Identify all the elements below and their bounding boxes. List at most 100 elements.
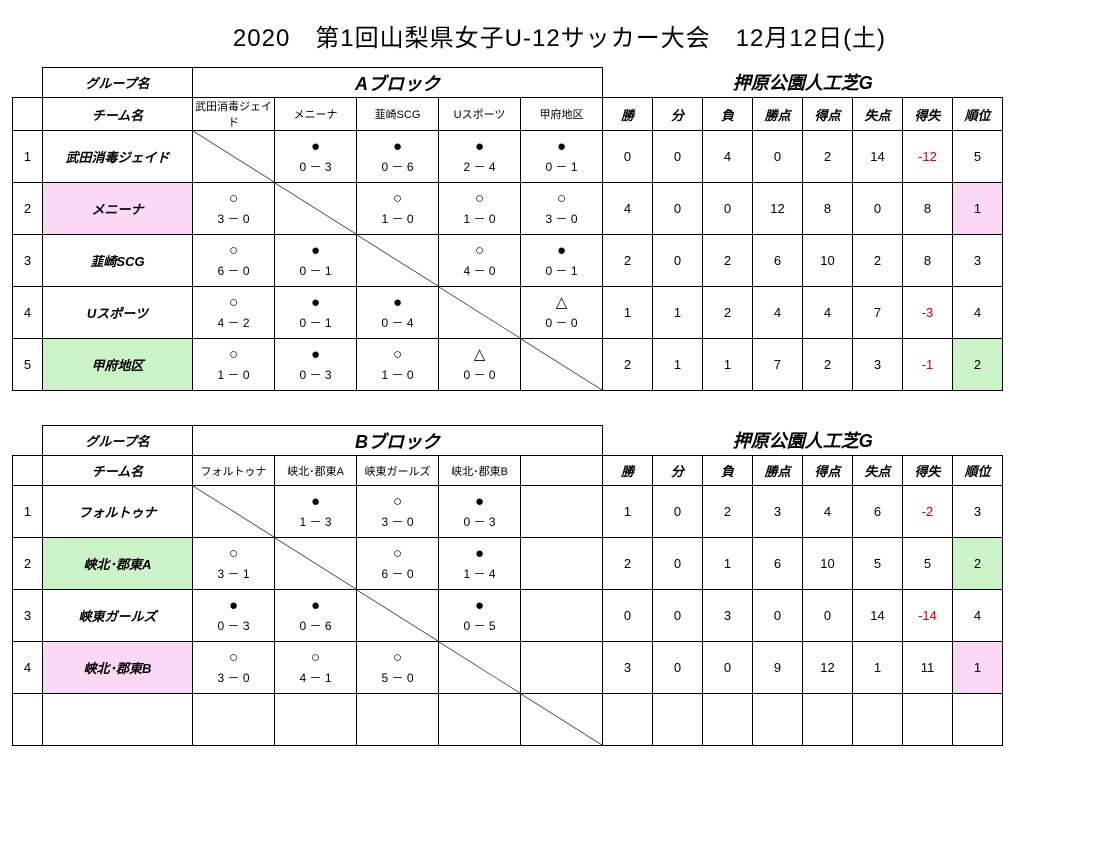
result-cell: ○5 － 0 (357, 642, 439, 694)
idx-header (13, 98, 43, 131)
stat-cell: 2 (603, 339, 653, 391)
result-cell: ○1 － 0 (439, 183, 521, 235)
stat-cell: 5 (953, 131, 1003, 183)
stat-cell: 0 (603, 590, 653, 642)
opponent-header: メニーナ (275, 98, 357, 131)
result-cell: ○6 － 0 (357, 538, 439, 590)
stat-cell: 0 (703, 642, 753, 694)
opponent-header: 峡北･郡東A (275, 456, 357, 486)
stat-cell: 12 (753, 183, 803, 235)
self-cell (275, 538, 357, 590)
stat-cell: 7 (753, 339, 803, 391)
stat-cell: 1 (603, 486, 653, 538)
result-score: 4 － 2 (193, 310, 274, 337)
result-score: 3 － 0 (193, 665, 274, 692)
stat-cell: 7 (853, 287, 903, 339)
stat-cell (903, 694, 953, 746)
team-name: メニーナ (43, 183, 193, 235)
stat-cell: 1 (953, 642, 1003, 694)
stat-cell: 4 (803, 287, 853, 339)
stat-cell: 0 (753, 590, 803, 642)
result-mark: ○ (193, 237, 274, 258)
opponent-header: フォルトゥナ (193, 456, 275, 486)
stat-cell (753, 694, 803, 746)
row-index: 1 (13, 131, 43, 183)
result-cell: ●2 － 4 (439, 131, 521, 183)
result-score: 0 － 0 (439, 362, 520, 389)
result-cell: ●0 － 1 (521, 235, 603, 287)
result-cell: ●0 － 1 (275, 235, 357, 287)
stat-cell: 6 (853, 486, 903, 538)
team-name: 武田消毒ジェイド (43, 131, 193, 183)
row-index: 4 (13, 287, 43, 339)
result-score: 1 － 4 (439, 561, 520, 588)
stat-header: 得点 (803, 456, 853, 486)
result-mark: ● (275, 237, 356, 258)
result-cell (357, 694, 439, 746)
stat-header: 失点 (853, 456, 903, 486)
result-cell: ●0 － 3 (275, 131, 357, 183)
stat-cell: 2 (803, 339, 853, 391)
opponent-header: 韮崎SCG (357, 98, 439, 131)
result-cell: ○4 － 1 (275, 642, 357, 694)
team-row (13, 694, 1003, 746)
stat-cell: 2 (853, 235, 903, 287)
result-mark: ● (275, 133, 356, 154)
result-mark: △ (521, 289, 602, 310)
result-mark: ○ (193, 644, 274, 665)
opponent-header: 武田消毒ジェイド (193, 98, 275, 131)
result-score: 5 － 0 (357, 665, 438, 692)
stat-header: 負 (703, 98, 753, 131)
team-name: 峡北･郡東A (43, 538, 193, 590)
stat-cell: 0 (653, 183, 703, 235)
result-mark: ● (439, 488, 520, 509)
self-cell (521, 339, 603, 391)
result-cell (521, 590, 603, 642)
result-score: 1 － 0 (357, 362, 438, 389)
stat-cell: 3 (753, 486, 803, 538)
team-row: 4Uスポーツ○4 － 2●0 － 1●0 － 4△0 － 0112447-34 (13, 287, 1003, 339)
result-cell: ○1 － 0 (193, 339, 275, 391)
team-row: 3韮崎SCG○6 － 0●0 － 1○4 － 0●0 － 1202610283 (13, 235, 1003, 287)
result-mark: ● (193, 592, 274, 613)
stat-cell: 2 (703, 235, 753, 287)
stat-cell: 0 (653, 538, 703, 590)
result-cell (521, 486, 603, 538)
team-header: チーム名 (43, 456, 193, 486)
result-cell: ○3 － 0 (521, 183, 603, 235)
self-cell (193, 131, 275, 183)
result-mark: ○ (193, 289, 274, 310)
team-name: 甲府地区 (43, 339, 193, 391)
stat-cell: 4 (753, 287, 803, 339)
stat-header: 順位 (953, 456, 1003, 486)
result-mark: ● (439, 133, 520, 154)
result-score: 0 － 3 (275, 154, 356, 181)
stat-cell: 6 (753, 538, 803, 590)
self-cell (439, 642, 521, 694)
stat-cell: 9 (753, 642, 803, 694)
result-cell: ○1 － 0 (357, 183, 439, 235)
result-mark: ● (439, 540, 520, 561)
stat-header: 勝点 (753, 98, 803, 131)
stat-cell: 10 (803, 235, 853, 287)
team-name: 韮崎SCG (43, 235, 193, 287)
stat-header: 勝 (603, 456, 653, 486)
stat-header: 勝 (603, 98, 653, 131)
self-cell (275, 183, 357, 235)
result-mark: ○ (193, 185, 274, 206)
stat-cell: 4 (703, 131, 753, 183)
self-cell (439, 287, 521, 339)
result-score: 1 － 0 (439, 206, 520, 233)
team-row: 3峡東ガールズ●0 － 3●0 － 6●0 － 50030014-144 (13, 590, 1003, 642)
result-cell: ○4 － 2 (193, 287, 275, 339)
row-index: 4 (13, 642, 43, 694)
stat-header: 得失 (903, 98, 953, 131)
stat-cell: 1 (703, 339, 753, 391)
block-name: Aブロック (193, 68, 603, 98)
result-cell: △0 － 0 (439, 339, 521, 391)
result-score: 0 － 4 (357, 310, 438, 337)
stat-cell: -3 (903, 287, 953, 339)
result-score: 2 － 4 (439, 154, 520, 181)
stat-cell: -1 (903, 339, 953, 391)
team-name: Uスポーツ (43, 287, 193, 339)
